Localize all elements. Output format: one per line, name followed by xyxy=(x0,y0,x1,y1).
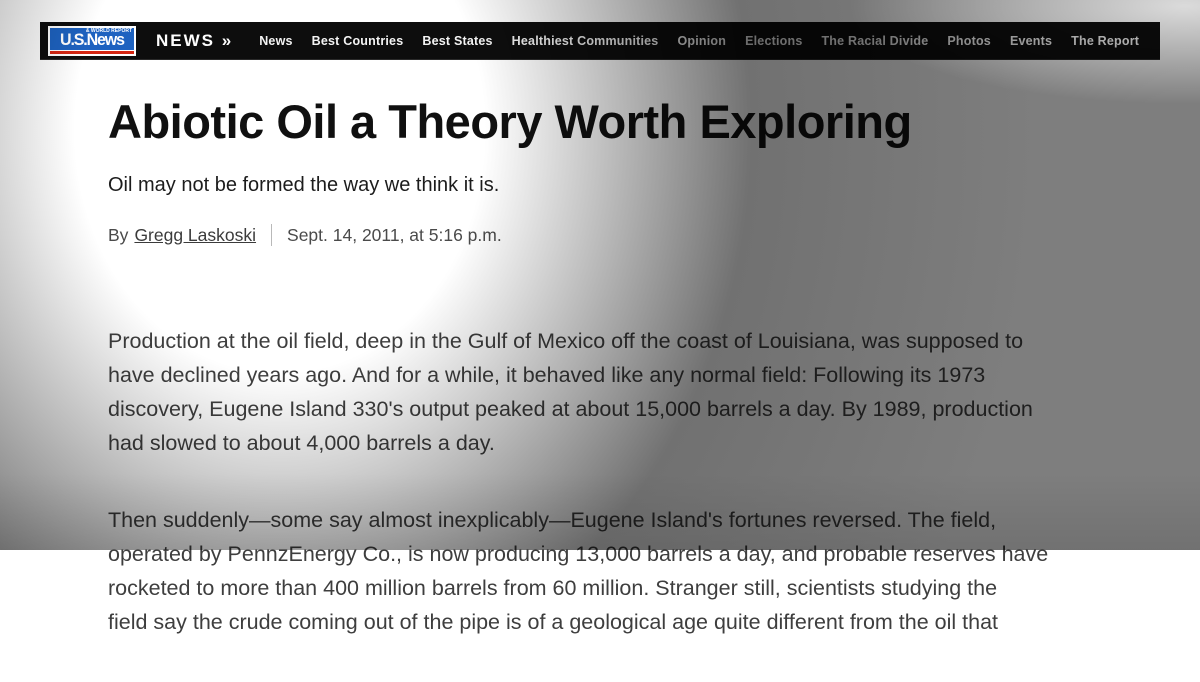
article-paragraph: Then suddenly—some say almost inexplicab… xyxy=(108,508,1049,634)
article-subtitle: Oil may not be formed the way we think i… xyxy=(108,174,500,196)
byline-prefix: By xyxy=(108,224,129,245)
article-title: Abiotic Oil a Theory Worth Exploring xyxy=(108,95,912,148)
byline-divider xyxy=(271,224,273,246)
article-paragraph: Production at the oil field, deep in the… xyxy=(108,329,1033,455)
article: Abiotic Oil a Theory Worth Exploring Oil… xyxy=(108,0,1158,682)
author-link[interactable]: Gregg Laskoski xyxy=(134,224,257,245)
article-date: Sept. 14, 2011, at 5:16 p.m. xyxy=(287,224,502,245)
article-body: Production at the oil field, deep in the… xyxy=(108,290,1158,682)
byline: By Gregg Laskoski Sept. 14, 2011, at 5:1… xyxy=(108,224,1158,246)
